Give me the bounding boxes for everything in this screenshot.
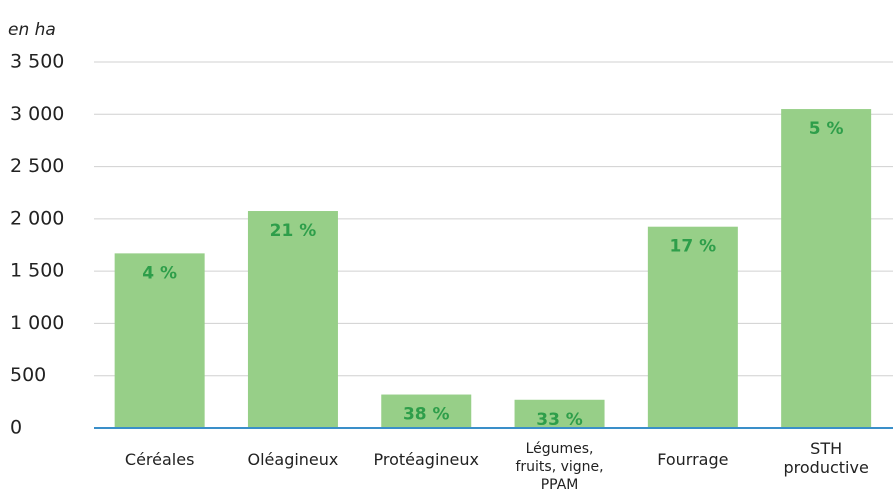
bar-annotation: 4 %	[142, 263, 177, 283]
y-tick-label: 0	[10, 417, 22, 439]
x-tick-label: Légumes, fruits, vigne, PPAM	[515, 441, 603, 493]
x-tick-label: Protéagineux	[374, 450, 480, 469]
bar-annotation: 33 %	[536, 410, 583, 430]
y-tick-label: 2 500	[10, 155, 64, 177]
bar	[647, 226, 738, 428]
y-tick-label: 2 000	[10, 207, 64, 229]
y-tick-label: 3 000	[10, 103, 64, 125]
x-tick-label: STH productive	[784, 439, 869, 477]
y-tick-label: 1 000	[10, 312, 64, 334]
bar-annotation: 38 %	[403, 405, 450, 425]
x-tick-label: Fourrage	[657, 450, 728, 469]
y-tick-label: 3 500	[10, 51, 64, 73]
bar	[514, 399, 605, 428]
bar	[781, 109, 872, 429]
x-tick-label: Céréales	[125, 450, 195, 469]
bar	[381, 394, 472, 428]
y-axis-label: en ha	[8, 20, 56, 40]
bar-annotation: 17 %	[670, 237, 717, 257]
bar-annotation: 21 %	[270, 221, 317, 241]
bar-annotation: 5 %	[809, 119, 844, 139]
y-tick-label: 1 500	[10, 260, 64, 282]
y-tick-label: 500	[10, 364, 46, 386]
bar	[247, 211, 338, 428]
x-tick-label: Oléagineux	[248, 450, 339, 469]
bar	[114, 253, 205, 428]
